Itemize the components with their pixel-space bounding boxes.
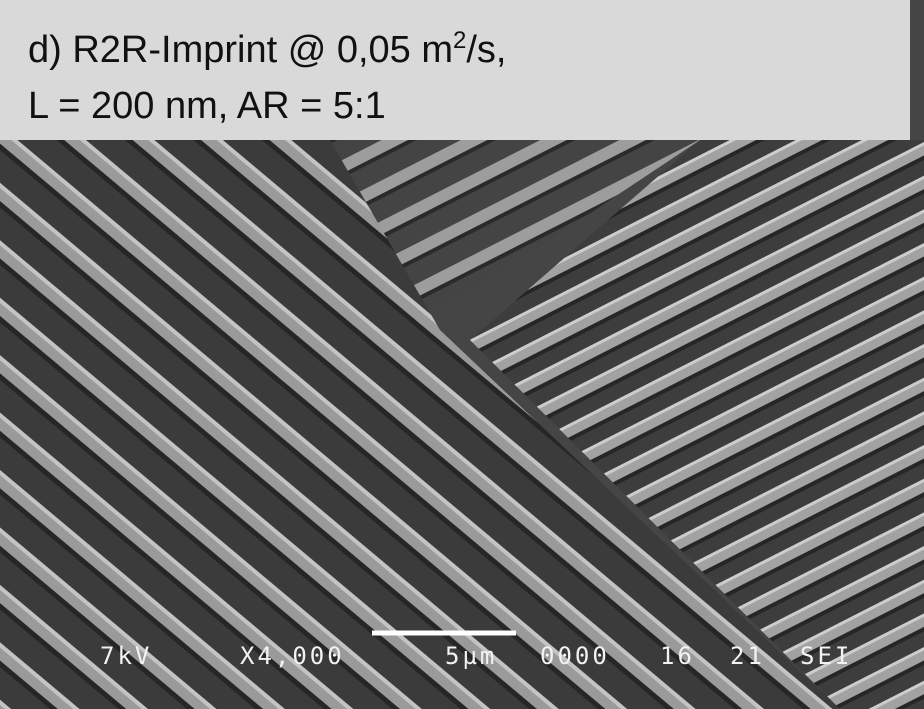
caption-line-2: L = 200 nm, AR = 5:1	[28, 85, 386, 127]
caption-text: /s,	[466, 29, 506, 71]
sem-field: 16	[660, 642, 695, 670]
sem-scale: 5µm	[445, 642, 497, 670]
superscript: 2	[453, 27, 466, 54]
sem-voltage: 7kV	[100, 642, 152, 670]
caption-text: d) R2R-Imprint @ 0,05 m	[28, 29, 453, 71]
sem-figure: d) R2R-Imprint @ 0,05 m2/s, L = 200 nm, …	[0, 0, 924, 709]
sem-field: 21	[730, 642, 765, 670]
caption-line-1: d) R2R-Imprint @ 0,05 m2/s,	[28, 27, 507, 71]
sem-magnification: X4,000	[240, 642, 345, 670]
sem-field: SEI	[800, 642, 852, 670]
page: d) R2R-Imprint @ 0,05 m2/s, L = 200 nm, …	[0, 0, 924, 709]
sem-field: 0000	[540, 642, 610, 670]
